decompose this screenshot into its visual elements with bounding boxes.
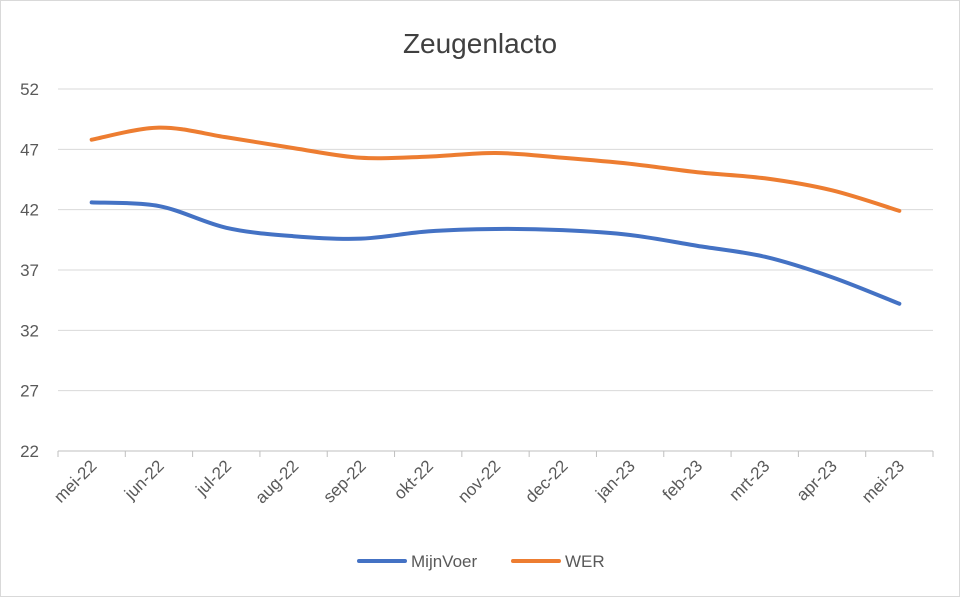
y-tick-label: 32 <box>20 321 39 340</box>
x-tick-label: jan-23 <box>591 456 639 504</box>
x-tick-label: mrt-23 <box>725 456 773 504</box>
x-tick-label: jul-22 <box>192 456 236 500</box>
legend-label: WER <box>565 552 605 571</box>
x-tick-label: feb-23 <box>659 456 707 504</box>
legend-label: MijnVoer <box>411 552 477 571</box>
series-line-wer <box>89 125 902 213</box>
x-tick-label: dec-22 <box>521 456 571 506</box>
x-axis-tick-labels: mei-22 jun-22 jul-22 aug-22 sep-22 okt-22 nov-… <box>50 456 908 507</box>
y-tick-label: 42 <box>20 201 39 220</box>
y-tick-label: 52 <box>20 80 39 99</box>
chart-title: Zeugenlacto <box>403 28 557 59</box>
x-tick-label: apr-23 <box>793 456 841 504</box>
x-tick-label: mei-22 <box>50 456 100 506</box>
y-tick-label: 47 <box>20 140 39 159</box>
y-tick-label: 37 <box>20 261 39 280</box>
series-line-mijnvoer <box>89 200 902 306</box>
y-axis-tick-labels: 22 27 32 37 42 47 52 <box>20 80 39 461</box>
x-tick-label: sep-22 <box>320 456 370 506</box>
x-tick-label: mei-23 <box>858 456 908 506</box>
series-lines <box>89 125 902 306</box>
x-tick-label: okt-22 <box>390 456 437 503</box>
y-tick-label: 27 <box>20 382 39 401</box>
x-tick-label: jun-22 <box>120 456 168 504</box>
y-tick-label: 22 <box>20 442 39 461</box>
legend: MijnVoer WER <box>357 552 605 571</box>
x-tick-label: nov-22 <box>454 456 504 506</box>
gridlines <box>57 88 934 457</box>
x-tick-label: aug-22 <box>252 456 303 507</box>
